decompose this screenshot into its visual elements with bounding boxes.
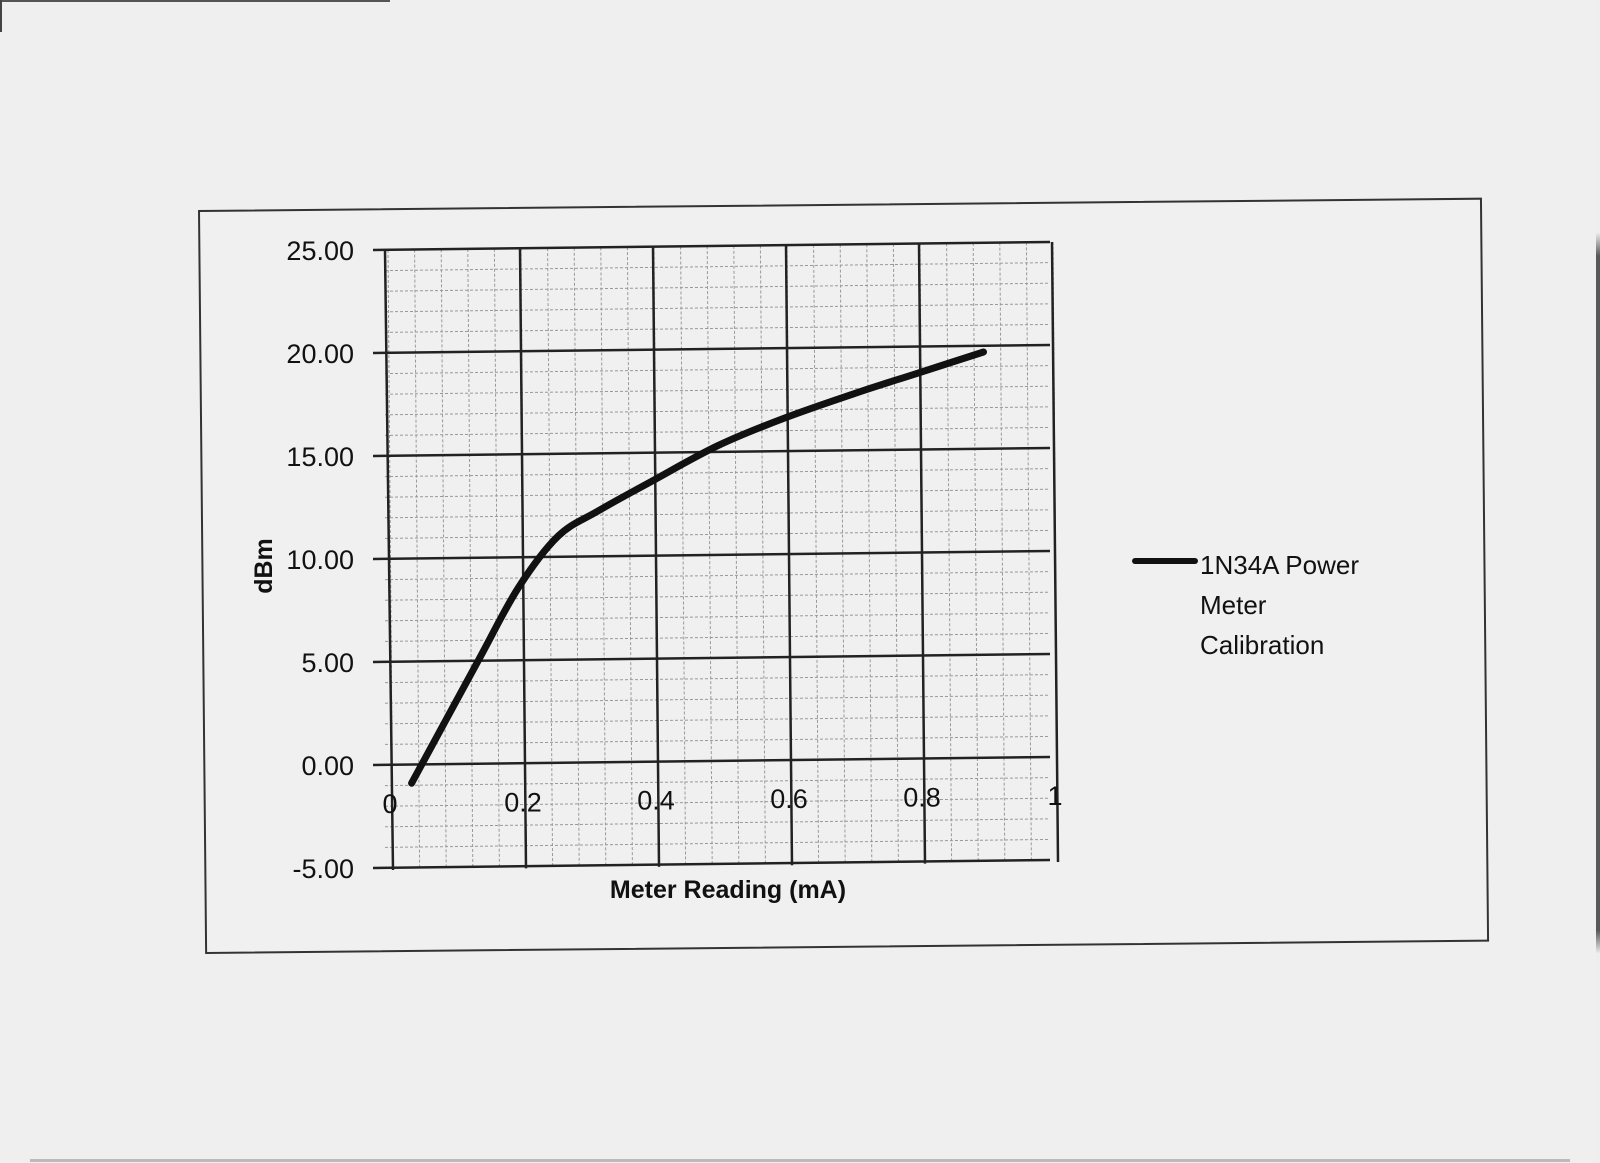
y-axis-ticks: 25.00 20.00 15.00 10.00 5.00 0.00 -5.00 [286,236,354,884]
scan-edge-right [1596,0,1600,1163]
x-tick-label: 0.8 [903,783,941,813]
scan-edge-bottom [30,1159,1570,1162]
legend-label: 1N34A Power Meter Calibration [1200,545,1432,665]
major-grid [372,240,1060,871]
x-axis-ticks: 0 0.2 0.4 0.6 0.8 1 [382,781,1062,819]
y-axis-title: dBm [250,538,278,594]
scan-edge-left [0,0,2,32]
legend-label-line1: 1N34A Power Meter [1200,550,1359,620]
x-tick-label: 0 [382,789,397,819]
x-tick-label: 0.6 [770,784,808,814]
x-tick-label: 1 [1047,781,1062,811]
y-tick-label: 5.00 [301,648,354,678]
series-line [408,348,987,787]
x-axis-title: Meter Reading (mA) [610,876,846,904]
legend-line-swatch [1132,558,1198,564]
scan-edge-top [0,0,390,2]
y-tick-label: -5.00 [292,854,354,884]
y-tick-label: 15.00 [286,442,354,472]
y-tick-label: 0.00 [301,751,354,781]
x-tick-label: 0.4 [637,786,675,816]
x-tick-label: 0.2 [504,787,542,817]
y-tick-label: 20.00 [286,339,354,369]
y-tick-label: 10.00 [286,545,354,575]
legend-label-line2: Calibration [1200,630,1325,660]
y-tick-label: 25.00 [286,236,354,266]
